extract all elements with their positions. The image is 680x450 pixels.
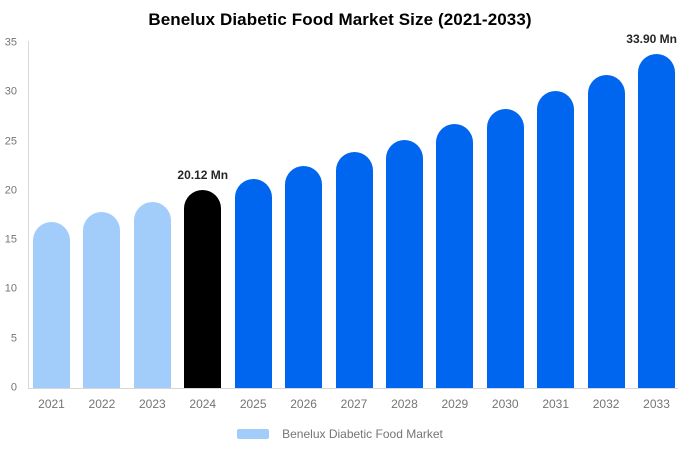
- bar-2032[interactable]: [587, 74, 625, 388]
- y-tick-label: 20: [4, 184, 17, 197]
- y-tick-label: 25: [4, 135, 17, 148]
- x-tick-label: 2031: [542, 397, 570, 411]
- bar-2025[interactable]: [234, 179, 272, 388]
- x-tick-label: 2028: [391, 397, 418, 411]
- bar-2030[interactable]: [486, 109, 524, 388]
- x-tick-label: 2021: [38, 397, 65, 411]
- bar-2029[interactable]: [436, 123, 474, 388]
- data-label-2033: 33.90 Mn: [626, 31, 677, 46]
- x-tick-label: 2026: [290, 397, 317, 411]
- legend-label: Benelux Diabetic Food Market: [282, 427, 443, 441]
- y-axis-line: [28, 41, 29, 388]
- x-tick-label: 2032: [592, 397, 620, 411]
- x-tick-label: 2027: [340, 397, 368, 411]
- x-axis-line: [28, 388, 678, 389]
- y-tick-label: 5: [10, 332, 17, 345]
- bar-2033[interactable]: [638, 53, 676, 388]
- x-tick-label: 2029: [441, 397, 469, 411]
- y-tick-label: 0: [10, 381, 17, 394]
- bar-2022[interactable]: [83, 211, 121, 388]
- bar-2026[interactable]: [285, 166, 323, 388]
- y-tick-label: 15: [4, 233, 17, 246]
- y-tick-label: 35: [4, 36, 17, 49]
- x-tick-label: 2030: [491, 397, 519, 411]
- bar-2028[interactable]: [385, 139, 423, 388]
- x-tick-label: 2023: [138, 397, 166, 411]
- bar-2021[interactable]: [33, 222, 70, 388]
- y-tick-label: 10: [4, 282, 17, 295]
- x-tick-label: 2033: [643, 397, 670, 411]
- bar-2024[interactable]: [184, 189, 222, 388]
- y-tick-label: 30: [4, 85, 17, 98]
- bar-2023[interactable]: [133, 201, 171, 388]
- legend-item[interactable]: Benelux Diabetic Food Market: [0, 427, 680, 441]
- x-tick-label: 2022: [88, 397, 116, 411]
- legend-swatch: [237, 429, 270, 439]
- x-tick-label: 2024: [189, 397, 217, 411]
- bar-2031[interactable]: [537, 91, 575, 388]
- x-tick-label: 2025: [239, 397, 267, 411]
- chart-title: Benelux Diabetic Food Market Size (2021-…: [148, 10, 532, 29]
- data-label-2024: 20.12 Mn: [177, 167, 229, 182]
- bar-2027[interactable]: [335, 152, 373, 388]
